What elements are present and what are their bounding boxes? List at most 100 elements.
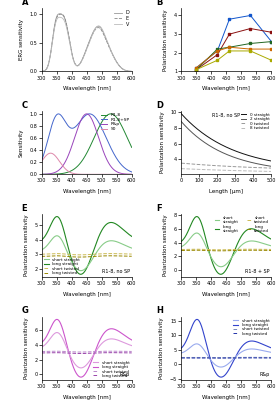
0 straight bbox=[270, 159, 273, 164]
Legend: short straight, long straight, short twisted, long twisted: short straight, long straight, short twi… bbox=[93, 361, 130, 378]
2 straight bbox=[270, 164, 273, 169]
D bbox=[63, 16, 66, 21]
Y-axis label: Polarization sensitivity: Polarization sensitivity bbox=[163, 215, 168, 276]
Legend: short straight, long straight, short twisted, long twisted: short straight, long straight, short twi… bbox=[44, 258, 80, 275]
Legend: short
straight, long
straight, short
twisted, long
twisted: short straight, long straight, short twi… bbox=[215, 216, 269, 233]
R&p bbox=[130, 172, 133, 177]
R&p bbox=[40, 172, 43, 177]
Text: B: B bbox=[156, 0, 162, 7]
Text: R1-8, no SP: R1-8, no SP bbox=[212, 113, 240, 118]
S0 bbox=[49, 151, 52, 156]
0 straight bbox=[180, 111, 183, 116]
V bbox=[40, 69, 43, 74]
V bbox=[108, 45, 111, 50]
V bbox=[81, 57, 84, 62]
V bbox=[93, 27, 96, 32]
Text: G: G bbox=[22, 306, 29, 315]
8 twisted bbox=[191, 167, 194, 172]
V bbox=[56, 16, 59, 21]
0 twisted bbox=[236, 164, 240, 169]
R1-8+SP bbox=[100, 126, 104, 131]
E bbox=[56, 14, 59, 19]
V bbox=[63, 20, 66, 24]
R1-8 bbox=[130, 145, 133, 150]
8 twisted bbox=[245, 168, 248, 173]
X-axis label: Wavelength [nm]: Wavelength [nm] bbox=[63, 395, 111, 400]
X-axis label: Wavelength [nm]: Wavelength [nm] bbox=[202, 395, 250, 400]
E bbox=[40, 69, 43, 74]
R1-8+SP bbox=[93, 114, 96, 119]
Y-axis label: Polarization sensitivity: Polarization sensitivity bbox=[163, 9, 168, 70]
2 straight bbox=[180, 119, 183, 124]
Text: D: D bbox=[156, 101, 163, 110]
R1-8 bbox=[40, 172, 43, 177]
R1-8+SP bbox=[108, 143, 111, 148]
0 straight bbox=[191, 122, 194, 127]
8 twisted bbox=[209, 168, 212, 172]
Y-axis label: Polarization sensitivity: Polarization sensitivity bbox=[160, 112, 165, 173]
E bbox=[108, 46, 111, 51]
Line: R1-8: R1-8 bbox=[42, 114, 132, 174]
R1-8+SP bbox=[40, 158, 43, 163]
Text: R1-8, no SP: R1-8, no SP bbox=[102, 269, 130, 274]
S0 bbox=[63, 166, 66, 171]
0 straight bbox=[245, 152, 248, 157]
Line: S0: S0 bbox=[42, 153, 132, 174]
R&p bbox=[85, 112, 88, 116]
R1-8 bbox=[108, 112, 111, 116]
Legend: D, E, V: D, E, V bbox=[114, 10, 129, 27]
2 straight bbox=[236, 156, 240, 161]
2 straight bbox=[215, 148, 219, 152]
Line: 0 twisted: 0 twisted bbox=[181, 163, 271, 168]
D bbox=[56, 12, 59, 17]
0 twisted bbox=[245, 165, 248, 170]
E bbox=[93, 28, 96, 33]
S0 bbox=[56, 156, 59, 161]
Line: D: D bbox=[42, 14, 132, 71]
8 twisted bbox=[245, 168, 248, 173]
R1-8 bbox=[100, 120, 103, 124]
D bbox=[108, 45, 111, 50]
8 twisted bbox=[215, 168, 219, 172]
8 twisted bbox=[270, 169, 273, 174]
R&p bbox=[100, 145, 104, 150]
X-axis label: Length [μm]: Length [μm] bbox=[209, 189, 243, 194]
Y-axis label: Polarization sensitivity: Polarization sensitivity bbox=[24, 318, 29, 379]
Text: A: A bbox=[22, 0, 28, 7]
0 twisted bbox=[209, 163, 212, 168]
R1-8+SP bbox=[130, 170, 133, 174]
S0 bbox=[108, 172, 111, 177]
S0 bbox=[100, 172, 104, 177]
Text: E: E bbox=[22, 204, 27, 212]
R1-8+SP bbox=[88, 112, 91, 116]
R1-8+SP bbox=[56, 112, 59, 116]
Line: 8 twisted: 8 twisted bbox=[181, 169, 271, 172]
D bbox=[81, 56, 84, 61]
R&p bbox=[63, 160, 66, 165]
E bbox=[60, 12, 63, 16]
S0 bbox=[40, 159, 43, 164]
0 twisted bbox=[270, 166, 273, 170]
Text: H: H bbox=[156, 306, 163, 315]
D bbox=[58, 11, 61, 16]
2 straight bbox=[209, 144, 212, 149]
8 twisted bbox=[180, 166, 183, 171]
V bbox=[130, 69, 133, 74]
Y-axis label: Polarization sensitivity: Polarization sensitivity bbox=[159, 318, 164, 379]
D bbox=[40, 69, 43, 74]
Line: R&p: R&p bbox=[42, 114, 132, 174]
0 twisted bbox=[215, 163, 219, 168]
D bbox=[130, 69, 133, 74]
S0 bbox=[93, 172, 96, 177]
R1-8+SP bbox=[63, 118, 66, 123]
R&p bbox=[93, 124, 96, 129]
R&p bbox=[81, 115, 84, 120]
2 straight bbox=[191, 130, 194, 135]
Text: R&p: R&p bbox=[259, 372, 270, 377]
8 twisted bbox=[236, 168, 240, 173]
Legend: short straight, long straight, short twisted, long twisted: short straight, long straight, short twi… bbox=[233, 319, 269, 336]
R1-8+SP bbox=[81, 116, 84, 121]
Text: C: C bbox=[22, 101, 28, 110]
Legend: R1-8, R1-8+SP, R&p, S0: R1-8, R1-8+SP, R&p, S0 bbox=[101, 113, 129, 131]
D bbox=[100, 27, 104, 32]
